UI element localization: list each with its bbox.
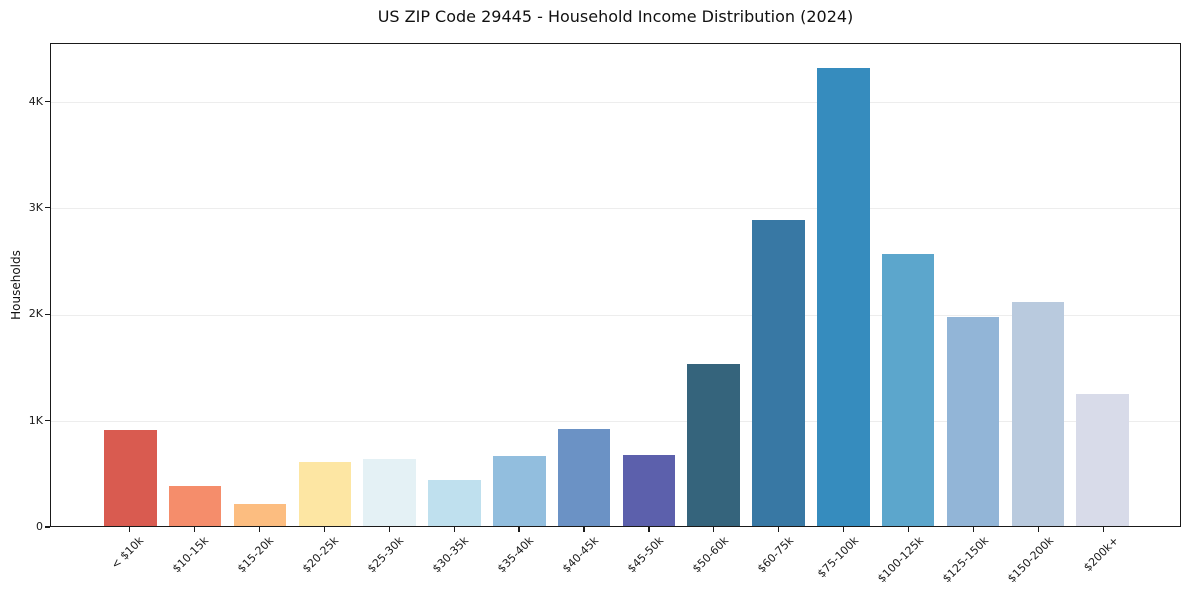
x-tick-label-< $10k: < $10k <box>109 534 147 572</box>
x-tick-mark <box>583 527 585 532</box>
x-tick-mark <box>843 527 845 532</box>
x-tick-mark <box>388 527 390 532</box>
y-tick-mark <box>45 100 50 103</box>
bar-$45-50k <box>622 455 676 526</box>
bar-$100-125k <box>881 253 935 526</box>
gridline-2K <box>51 314 1180 316</box>
bar-slot <box>487 44 552 526</box>
bar-$10-15k <box>168 485 222 526</box>
bar-slot <box>163 44 228 526</box>
x-tick-mark <box>973 527 975 532</box>
y-tick-label-4K: 4K <box>28 94 43 108</box>
x-tick-mark <box>453 527 455 532</box>
bar-$15-20k <box>233 503 287 526</box>
x-tick-mark <box>908 527 910 532</box>
plot-area <box>50 43 1181 527</box>
y-tick-label-3K: 3K <box>28 200 43 214</box>
bar-slot <box>1070 44 1135 526</box>
bar-slot <box>941 44 1006 526</box>
bar-$150-200k <box>1011 302 1065 526</box>
bar-$75-100k <box>817 68 870 526</box>
bar-slot <box>422 44 487 526</box>
bar-$200k+ <box>1076 393 1129 526</box>
x-tick-mark <box>1102 527 1105 532</box>
x-tick-mark <box>778 527 780 532</box>
bars-layer <box>98 44 1135 526</box>
bar-slot <box>681 44 746 526</box>
gridline-4K <box>51 102 1180 103</box>
y-tick-mark <box>45 313 50 315</box>
bar-$60-75k <box>752 219 805 526</box>
x-tick-mark <box>323 527 325 532</box>
bar-slot <box>98 44 163 526</box>
bar-slot <box>876 44 941 526</box>
bar-slot <box>811 44 876 526</box>
x-tick-mark <box>128 527 131 532</box>
bar-slot <box>292 44 357 526</box>
y-tick-mark <box>45 420 50 422</box>
x-tick-mark <box>1037 527 1040 532</box>
chart-title: US ZIP Code 29445 - Household Income Dis… <box>377 7 854 26</box>
x-tick-mark <box>518 527 520 532</box>
x-tick-mark <box>193 527 195 532</box>
x-tick-mark <box>648 527 650 532</box>
y-tick-label-2K: 2K <box>28 307 43 321</box>
bar-slot <box>357 44 422 526</box>
bar-< $10k <box>104 429 157 526</box>
gridline-1K <box>51 421 1180 423</box>
bar-$35-40k <box>493 456 546 526</box>
bar-$25-30k <box>363 459 416 526</box>
bar-slot <box>746 44 811 526</box>
y-tick-label-1K: 1K <box>28 413 43 427</box>
bar-slot <box>1005 44 1070 526</box>
x-tick-mark <box>258 527 260 532</box>
bar-slot <box>552 44 617 526</box>
x-tick-mark <box>713 527 715 532</box>
y-tick-mark <box>45 207 50 209</box>
bar-$20-25k <box>298 462 352 526</box>
bar-$30-35k <box>428 480 481 526</box>
bar-$50-60k <box>687 363 740 526</box>
gridline-3K <box>51 208 1180 210</box>
y-tick-mark <box>45 526 50 528</box>
bar-$40-45k <box>557 428 611 526</box>
bar-slot <box>617 44 682 526</box>
y-tick-label-0: 0 <box>36 520 43 533</box>
bar-slot <box>228 44 293 526</box>
bar-$125-150k <box>946 317 1000 526</box>
